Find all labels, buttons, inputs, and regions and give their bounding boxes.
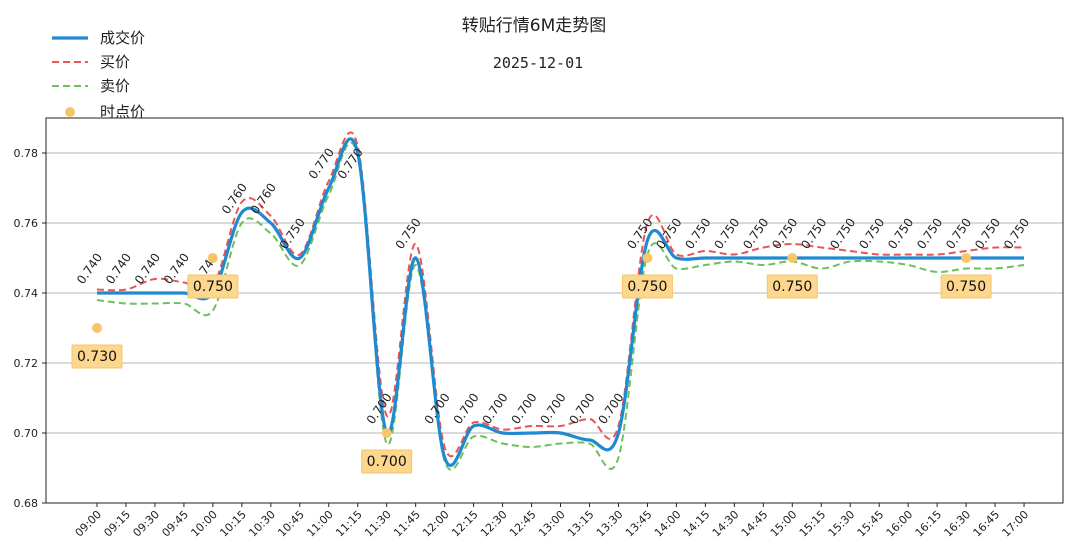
- series-lines: [96, 131, 1025, 471]
- x-tick-label: 09:30: [130, 508, 162, 540]
- spot-price-dot: [787, 253, 798, 263]
- spot-price-box: [621, 274, 673, 299]
- y-tick-label: 0.68: [14, 497, 39, 510]
- x-tick-label: 13:15: [565, 508, 597, 540]
- series-line-bid: [96, 131, 1025, 458]
- point-label: 0.740: [74, 251, 105, 287]
- legend-label: 成交价: [100, 29, 145, 47]
- x-tick-label: 10:30: [246, 508, 278, 540]
- series-line-ask: [96, 141, 1025, 471]
- chart-title: 转贴行情6M走势图: [462, 16, 606, 36]
- x-tick-label: 10:00: [188, 508, 220, 540]
- point-label: 0.750: [885, 216, 916, 252]
- x-tick-label: 12:30: [478, 508, 510, 540]
- point-label: 0.740: [132, 251, 163, 287]
- point-label: 0.750: [827, 216, 858, 252]
- x-tick-label: 15:15: [797, 508, 829, 540]
- x-axis: 09:0009:1509:3009:4510:0010:1510:3010:45…: [73, 503, 1032, 540]
- y-tick-label: 0.70: [14, 427, 39, 440]
- x-tick-label: 13:30: [594, 508, 626, 540]
- legend-label: 买价: [100, 53, 130, 71]
- y-axis: 0.68 0.70 0.72 0.74 0.76 0.78: [14, 147, 46, 510]
- point-label: 0.700: [509, 391, 540, 427]
- y-tick-label: 0.78: [14, 147, 39, 160]
- y-tick-label: 0.74: [14, 287, 39, 300]
- x-tick-label: 11:15: [333, 508, 365, 540]
- x-tick-label: 14:15: [681, 508, 713, 540]
- spot-price-label: 0.750: [193, 279, 233, 295]
- spot-price-box: [187, 274, 239, 299]
- point-label: 0.750: [856, 216, 887, 252]
- point-label: 0.700: [364, 391, 395, 427]
- point-label: 0.740: [103, 251, 134, 287]
- spot-price-box: [71, 344, 123, 369]
- legend-swatch: [65, 107, 75, 117]
- x-tick-label: 12:15: [449, 508, 481, 540]
- spot-price-label: 0.750: [946, 279, 986, 295]
- spot-price-box: [766, 274, 818, 299]
- x-tick-label: 09:15: [101, 508, 133, 540]
- x-tick-label: 16:30: [942, 508, 974, 540]
- x-tick-label: 15:30: [826, 508, 858, 540]
- y-tick-label: 0.76: [14, 217, 39, 230]
- y-tick-label: 0.72: [14, 357, 39, 370]
- legend-label: 卖价: [100, 77, 130, 95]
- spot-price-dot: [207, 253, 218, 263]
- spot-price-label: 0.750: [772, 279, 812, 295]
- x-tick-label: 15:45: [855, 508, 887, 540]
- x-tick-label: 11:45: [391, 508, 423, 540]
- x-tick-label: 14:00: [652, 508, 684, 540]
- x-tick-label: 11:30: [362, 508, 394, 540]
- x-tick-label: 16:15: [913, 508, 945, 540]
- point-label: 0.700: [480, 391, 511, 427]
- series-line-trade: [96, 137, 1024, 467]
- spot-price-dot: [961, 253, 972, 263]
- x-tick-label: 16:00: [884, 508, 916, 540]
- x-tick-label: 13:45: [623, 508, 655, 540]
- spot-price-markers: 0.730 0.750 0.700 0.750 0.750 0.750: [71, 253, 992, 474]
- point-label: 0.750: [711, 216, 742, 252]
- spot-price-box: [940, 274, 992, 299]
- x-tick-label: 10:45: [275, 508, 307, 540]
- x-tick-label: 09:00: [73, 508, 105, 540]
- chart-subtitle: 2025-12-01: [493, 54, 583, 72]
- point-label: 0.700: [538, 391, 569, 427]
- x-tick-label: 12:00: [420, 508, 452, 540]
- x-tick-label: 11:00: [304, 508, 336, 540]
- x-tick-label: 09:45: [159, 508, 191, 540]
- spot-price-dot: [381, 428, 392, 438]
- point-label: 0.750: [914, 216, 945, 252]
- point-label: 0.750: [943, 216, 974, 252]
- point-label: 0.750: [798, 216, 829, 252]
- x-tick-label: 14:30: [710, 508, 742, 540]
- spot-price-dot: [92, 323, 102, 333]
- x-tick-label: 17:00: [1000, 508, 1032, 540]
- x-tick-label: 12:45: [507, 508, 539, 540]
- x-tick-label: 16:45: [971, 508, 1003, 540]
- spot-price-label: 0.700: [367, 454, 407, 470]
- spot-price-box: [361, 449, 413, 474]
- x-tick-label: 13:00: [536, 508, 568, 540]
- x-tick-label: 14:45: [739, 508, 771, 540]
- x-tick-label: 10:15: [217, 508, 249, 540]
- x-tick-label: 15:00: [768, 508, 800, 540]
- point-label: 0.750: [769, 216, 800, 252]
- spot-price-label: 0.750: [627, 279, 667, 295]
- point-label: 0.750: [682, 216, 713, 252]
- point-label: 0.750: [393, 216, 424, 252]
- point-label: 0.750: [972, 216, 1003, 252]
- legend-label: 时点价: [100, 103, 145, 121]
- point-label: 0.750: [1001, 216, 1032, 252]
- spot-price-dot: [642, 253, 653, 263]
- plot-frame: [45, 117, 1064, 504]
- spot-price-label: 0.730: [77, 349, 117, 365]
